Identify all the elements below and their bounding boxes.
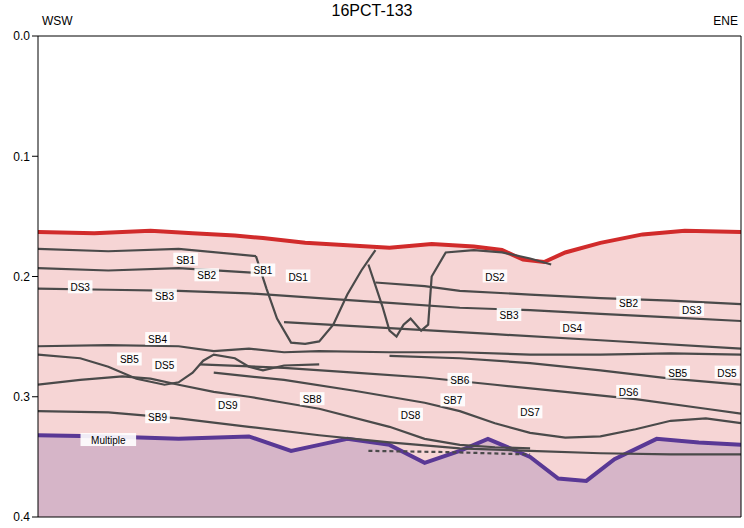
svg-text:SB7: SB7 — [443, 395, 462, 406]
svg-text:SB5: SB5 — [668, 368, 687, 379]
svg-text:SB8: SB8 — [303, 394, 322, 405]
svg-text:SB9: SB9 — [148, 412, 167, 423]
svg-text:Multiple: Multiple — [91, 435, 126, 446]
svg-text:SB1: SB1 — [176, 255, 195, 266]
svg-text:0.3: 0.3 — [13, 390, 30, 404]
html-text:WSW: WSW — [42, 14, 73, 28]
svg-text:DS2: DS2 — [485, 272, 505, 283]
svg-text:SB3: SB3 — [500, 310, 519, 321]
svg-text:SB2: SB2 — [619, 298, 638, 309]
svg-text:DS9: DS9 — [218, 400, 238, 411]
svg-text:SB3: SB3 — [155, 291, 174, 302]
svg-text:DS6: DS6 — [619, 387, 639, 398]
svg-text:DS5: DS5 — [717, 368, 736, 379]
svg-text:SB2: SB2 — [197, 270, 216, 281]
svg-text:SB4: SB4 — [148, 334, 167, 345]
svg-text:DS1: DS1 — [288, 272, 308, 283]
html-text:ENE: ENE — [713, 14, 738, 28]
svg-text:DS3: DS3 — [70, 282, 90, 293]
html-text:16PCT-133: 16PCT-133 — [331, 2, 413, 19]
svg-text:0.1: 0.1 — [13, 150, 30, 164]
svg-text:DS5: DS5 — [155, 360, 175, 371]
svg-text:SB1: SB1 — [254, 265, 273, 276]
svg-text:0.2: 0.2 — [13, 270, 30, 284]
svg-text:SB6: SB6 — [450, 375, 469, 386]
svg-text:DS4: DS4 — [563, 323, 583, 334]
svg-text:DS3: DS3 — [682, 305, 702, 316]
svg-text:DS8: DS8 — [401, 410, 421, 421]
svg-text:0.4: 0.4 — [13, 510, 30, 524]
svg-text:DS7: DS7 — [520, 407, 540, 418]
svg-text:SB5: SB5 — [120, 354, 139, 365]
svg-text:0.0: 0.0 — [13, 29, 30, 43]
